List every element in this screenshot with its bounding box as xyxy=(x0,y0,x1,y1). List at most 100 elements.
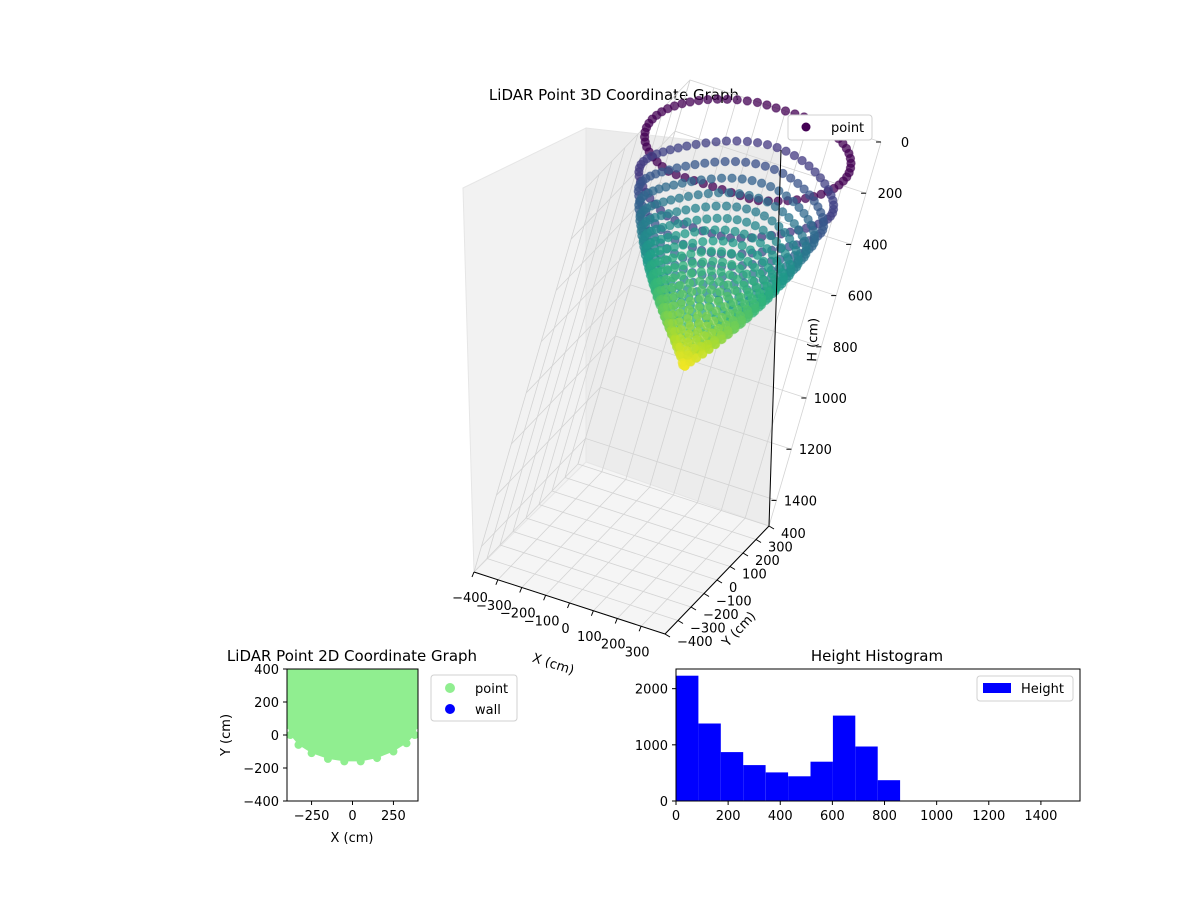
point-3d xyxy=(698,237,708,247)
point-3d xyxy=(730,226,740,237)
point-3d xyxy=(690,227,700,237)
y-tick-label-3d: −100 xyxy=(716,595,752,610)
point-3d xyxy=(667,282,677,293)
point-3d xyxy=(694,318,704,329)
point-3d xyxy=(741,204,752,214)
point-3d xyxy=(677,271,687,281)
grid-3d-line xyxy=(720,126,834,511)
point-3d xyxy=(815,173,826,183)
x-tick-label-2d: −250 xyxy=(294,809,330,824)
z-tick-label-3d: 1400 xyxy=(784,494,817,509)
grid-3d xyxy=(473,79,882,635)
point-3d xyxy=(759,275,769,285)
histogram-bar xyxy=(832,715,856,801)
point-3d xyxy=(781,191,792,201)
y-tick-label-histogram: 1000 xyxy=(635,739,668,754)
legend-2d-point-marker xyxy=(445,683,455,693)
x-tick-label-3d: 300 xyxy=(625,645,650,660)
point-3d xyxy=(747,275,757,286)
point-3d xyxy=(695,294,705,304)
chart-3d-title: LiDAR Point 3D Coordinate Graph xyxy=(489,86,739,104)
point-3d xyxy=(737,240,747,251)
point-3d xyxy=(720,225,730,235)
point-2d xyxy=(373,754,382,763)
grid-3d-line xyxy=(473,187,587,573)
point-3d xyxy=(780,227,790,238)
point-3d xyxy=(741,157,751,168)
point-3d xyxy=(745,245,756,255)
point-3d xyxy=(686,268,696,279)
point-3d xyxy=(759,211,770,221)
point-3d xyxy=(760,161,770,171)
x-tick-3d xyxy=(495,579,499,585)
legend-histogram-frame xyxy=(976,675,1074,702)
point-3d xyxy=(742,269,752,279)
point-3d xyxy=(713,323,724,334)
x-tick-3d xyxy=(519,587,523,593)
point-3d xyxy=(722,213,732,224)
point-3d xyxy=(767,216,777,226)
y-tick-3d xyxy=(664,633,671,638)
grid-3d-line xyxy=(555,181,852,291)
grid-3d-line xyxy=(744,134,858,519)
point-3d xyxy=(752,138,763,148)
point-3d xyxy=(781,146,791,156)
point-3d xyxy=(688,238,698,248)
point-3d xyxy=(735,252,745,262)
point-3d xyxy=(711,137,721,147)
x-tick-label-3d: −300 xyxy=(476,599,512,614)
histogram-bar xyxy=(720,752,744,801)
point-3d xyxy=(712,213,722,224)
y-tick-3d xyxy=(690,606,697,611)
point-3d xyxy=(671,230,681,241)
point-3d xyxy=(730,156,741,167)
z-tick-label-3d: 1000 xyxy=(814,392,847,407)
point-3d xyxy=(742,136,753,147)
point-3d xyxy=(702,311,712,321)
y-tick-label-3d: 100 xyxy=(742,568,767,583)
point-3d xyxy=(762,140,773,150)
point-3d xyxy=(777,207,788,217)
x-tick-label-3d: −400 xyxy=(452,591,488,606)
legend-3d: point xyxy=(787,114,873,141)
y-tick-3d xyxy=(729,566,736,570)
point-3d xyxy=(700,158,710,168)
point-3d xyxy=(668,301,679,311)
point-3d xyxy=(721,201,732,211)
point-3d xyxy=(716,246,727,257)
point-3d xyxy=(752,250,763,261)
x-axis-label-3d: X (cm) xyxy=(530,651,576,679)
point-3d xyxy=(701,202,711,212)
point-3d xyxy=(711,306,721,316)
grid-3d-line xyxy=(570,130,867,240)
x-tick-label-histogram: 0 xyxy=(672,809,680,824)
point-3d xyxy=(706,246,717,257)
point-3d xyxy=(735,264,745,274)
point-3d xyxy=(663,232,673,243)
y-tick-3d xyxy=(742,552,749,557)
point-3d xyxy=(693,190,703,200)
x-tick-label-histogram: 1400 xyxy=(1024,809,1057,824)
point-3d xyxy=(725,270,735,280)
point-3d xyxy=(677,178,687,188)
point-3d xyxy=(685,296,696,306)
point-3d xyxy=(748,233,758,243)
point-3d xyxy=(784,234,795,244)
point-2d xyxy=(340,757,349,766)
point-3d xyxy=(752,282,762,292)
point-3d xyxy=(681,161,691,171)
point-3d xyxy=(728,238,738,248)
point-3d xyxy=(810,167,820,177)
point-3d xyxy=(751,207,761,217)
point-3d xyxy=(765,230,775,241)
legend-histogram-label: Height xyxy=(1021,682,1064,697)
x-tick-label-histogram: 1200 xyxy=(972,809,1005,824)
point-3d xyxy=(762,244,772,254)
grid-3d-line xyxy=(577,463,770,527)
point-3d xyxy=(732,274,743,285)
point-3d xyxy=(685,278,695,288)
point-3d xyxy=(696,267,706,277)
point-3d xyxy=(710,225,720,235)
y-tick-3d xyxy=(677,620,684,624)
point-3d xyxy=(665,145,675,155)
